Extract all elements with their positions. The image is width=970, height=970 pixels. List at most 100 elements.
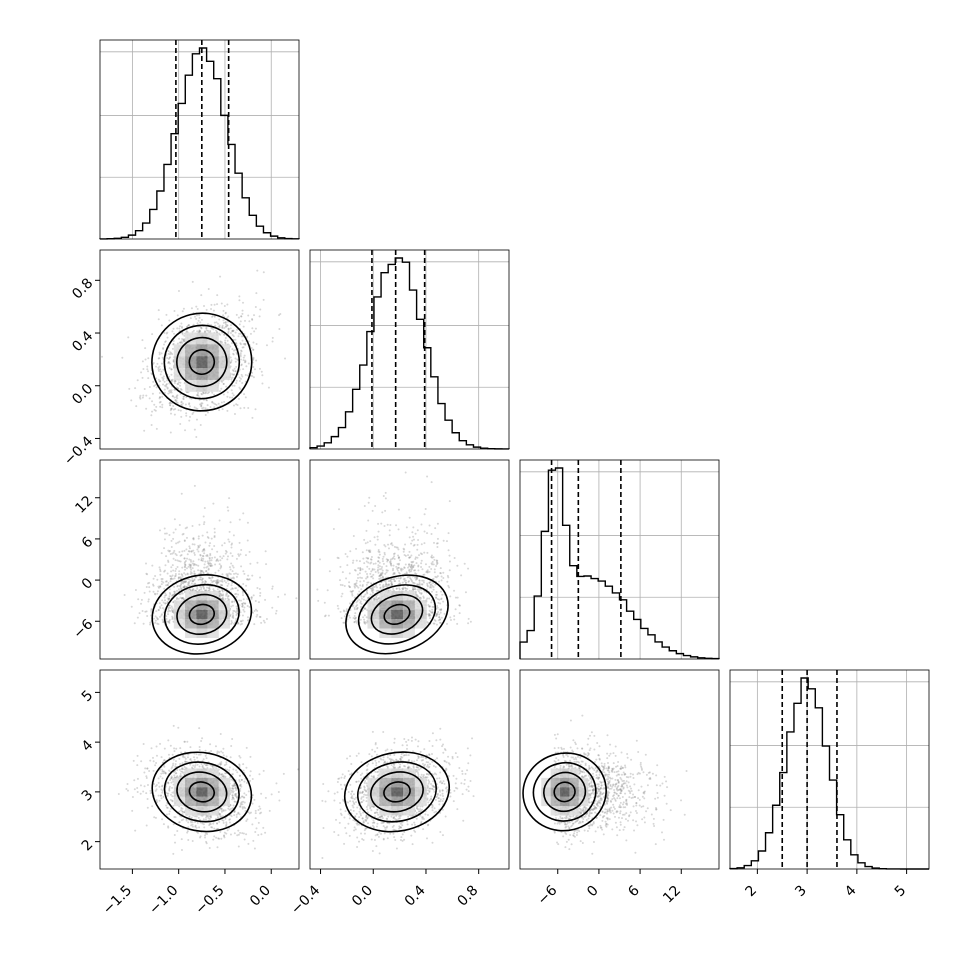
scatter-point	[405, 572, 408, 575]
scatter-point	[380, 566, 383, 569]
scatter-point	[343, 610, 346, 613]
scatter-point	[446, 580, 449, 583]
scatter-point	[194, 815, 197, 818]
scatter-point	[183, 811, 186, 814]
scatter-point	[210, 579, 213, 582]
scatter-point	[372, 577, 375, 580]
scatter-point	[385, 583, 388, 586]
scatter-point	[403, 566, 406, 569]
scatter-point	[433, 622, 436, 625]
scatter-point	[225, 594, 228, 597]
scatter-point	[351, 593, 354, 596]
scatter-point	[227, 315, 230, 318]
scatter-point	[158, 605, 161, 608]
scatter-point	[429, 610, 432, 613]
scatter-point	[252, 839, 255, 842]
scatter-point	[235, 587, 238, 590]
scatter-point	[227, 328, 230, 331]
scatter-point	[222, 555, 225, 558]
scatter-point	[189, 746, 192, 749]
density-cell	[185, 379, 197, 392]
scatter-point	[155, 616, 158, 619]
scatter-point	[188, 405, 191, 408]
scatter-point	[241, 604, 244, 607]
scatter-point	[180, 553, 183, 556]
scatter-point	[403, 566, 406, 569]
scatter-point	[346, 618, 349, 621]
scatter-point	[206, 832, 209, 835]
scatter-point	[414, 592, 417, 595]
scatter-point	[252, 356, 255, 359]
scatter-point	[218, 772, 221, 775]
density-cell	[379, 591, 392, 601]
scatter-point	[416, 543, 419, 546]
scatter-point	[218, 837, 221, 840]
scatter-point	[359, 569, 362, 572]
scatter-point	[467, 617, 470, 620]
scatter-point	[417, 565, 420, 568]
scatter-point	[193, 579, 196, 582]
scatter-point	[177, 289, 180, 292]
scatter-point	[180, 775, 183, 778]
scatter-point	[151, 756, 154, 759]
scatter-point	[158, 615, 161, 618]
scatter-point	[392, 552, 395, 555]
scatter-point	[230, 389, 233, 392]
scatter-point	[428, 613, 431, 616]
scatter-point	[170, 609, 173, 612]
scatter-point	[283, 593, 286, 596]
scatter-point	[202, 758, 205, 761]
scatter-point	[213, 556, 216, 559]
scatter-point	[397, 508, 400, 511]
scatter-point	[207, 817, 210, 820]
scatter-point	[224, 312, 227, 315]
scatter-point	[180, 587, 183, 590]
scatter-point	[221, 590, 224, 593]
scatter-point	[181, 338, 184, 341]
scatter-point	[199, 553, 202, 556]
scatter-point	[209, 815, 212, 818]
scatter-point	[428, 609, 431, 612]
scatter-point	[146, 573, 149, 576]
scatter-point	[166, 387, 169, 390]
scatter-point	[154, 615, 157, 618]
scatter-point	[203, 566, 206, 569]
scatter-point	[186, 583, 189, 586]
scatter-point	[175, 401, 178, 404]
scatter-point	[338, 508, 341, 511]
scatter-point	[376, 535, 379, 538]
scatter-point	[218, 380, 221, 383]
scatter-point	[377, 566, 380, 569]
scatter-panel-2-1	[309, 459, 510, 660]
scatter-point	[154, 621, 157, 624]
scatter-point	[198, 575, 201, 578]
scatter-point	[162, 347, 165, 350]
scatter-point	[422, 579, 425, 582]
scatter-point	[381, 572, 384, 575]
scatter-point	[432, 622, 435, 625]
scatter-point	[169, 351, 172, 354]
scatter-point	[164, 594, 167, 597]
scatter-point	[414, 572, 417, 575]
scatter-point	[152, 769, 155, 772]
scatter-point	[212, 580, 215, 583]
scatter-point	[219, 275, 222, 278]
scatter-point	[363, 608, 366, 611]
scatter-point	[145, 777, 148, 780]
scatter-point	[221, 775, 224, 778]
scatter-point	[232, 394, 235, 397]
scatter-point	[375, 586, 378, 589]
scatter-point	[408, 556, 411, 559]
scatter-point	[359, 584, 362, 587]
scatter-point	[411, 581, 414, 584]
scatter-point	[192, 589, 195, 592]
scatter-point	[265, 618, 268, 621]
scatter-point	[182, 338, 185, 341]
scatter-point	[183, 572, 186, 575]
scatter-point	[426, 584, 429, 587]
scatter-point	[162, 581, 165, 584]
scatter-point	[246, 539, 249, 542]
scatter-point	[345, 608, 348, 611]
scatter-point	[136, 616, 139, 619]
scatter-point	[190, 550, 193, 553]
